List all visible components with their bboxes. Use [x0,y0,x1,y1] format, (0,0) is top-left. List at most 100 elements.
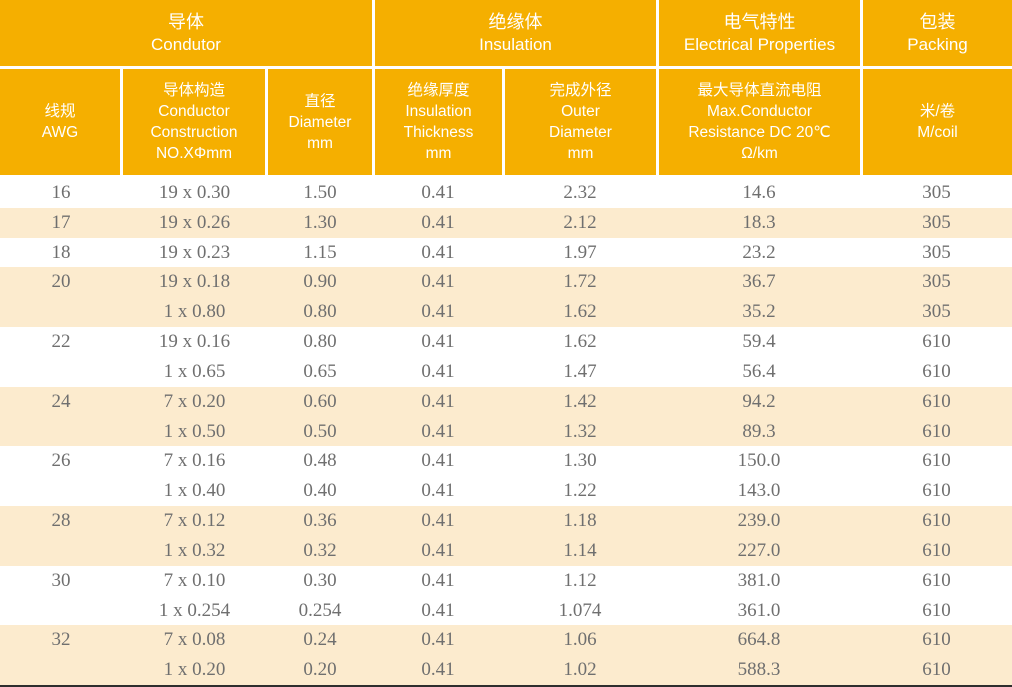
cell-construction: 1 x 0.20 [163,659,226,681]
cell-coil: 305 [922,301,951,323]
cell-thickness: 0.41 [421,241,455,263]
cell-diameter: 0.65 [303,360,337,382]
table-row: 28 7 x 0.12 0.36 0.41 1.18 239.0 610 [0,506,1012,536]
header-col-line: Thickness [403,124,474,141]
header-group-packing: 包装 Packing [863,0,1012,66]
header-group-condutor: 导体 Condutor [0,0,372,66]
cell-outer: 1.97 [563,241,597,263]
table-row: 1 x 0.50 0.50 0.41 1.32 89.3 610 [0,416,1012,447]
cell-outer: 1.14 [563,539,597,561]
cell-resistance: 361.0 [737,599,781,621]
header-col-resistance: 最大导体直流电阻 Max.Conductor Resistance DC 20℃ Ω/… [659,69,860,175]
table-row: 16 19 x 0.30 1.50 0.41 2.32 14.6 305 [0,178,1012,208]
table-row: 1 x 0.65 0.65 0.41 1.47 56.4 610 [0,357,1012,387]
bottom-border-line [0,685,1012,687]
cell-outer: 1.06 [563,629,597,651]
cell-diameter: 0.20 [303,659,337,681]
cell-resistance: 143.0 [737,480,781,502]
cell-thickness: 0.41 [421,599,455,621]
cell-construction: 19 x 0.16 [158,331,231,353]
cell-outer: 1.72 [563,271,597,293]
header-col-line: Diameter [288,113,352,131]
cell-diameter: 0.80 [303,301,337,323]
cell-coil: 610 [922,331,951,353]
header-col-line: Resistance DC 20℃ [688,124,831,141]
cell-diameter: 0.24 [303,629,337,651]
header-col-line: 最大导体直流电阻 [697,82,822,99]
cell-outer: 1.32 [563,420,597,442]
cell-outer: 1.62 [563,301,597,323]
cell-thickness: 0.41 [421,659,455,681]
cell-coil: 610 [922,629,951,651]
header-col-line: Outer [561,103,600,120]
cell-diameter: 0.80 [303,331,337,353]
table-row: 32 7 x 0.08 0.24 0.41 1.06 664.8 610 [0,625,1012,656]
table-row: 1 x 0.40 0.40 0.41 1.22 143.0 610 [0,476,1012,506]
cell-coil: 610 [922,360,951,382]
cell-resistance: 23.2 [742,241,776,263]
cell-diameter: 0.40 [303,480,337,502]
cell-thickness: 0.41 [421,539,455,561]
header-col-line: 完成外径 [549,82,612,99]
header-col-diameter: 直径 Diameter mm [268,69,372,175]
cell-construction: 1 x 0.50 [163,420,226,442]
cell-outer: 1.074 [558,599,602,621]
table-row: 17 19 x 0.26 1.30 0.41 2.12 18.3 305 [0,207,1012,238]
cell-coil: 610 [922,420,951,442]
cell-thickness: 0.41 [421,629,455,651]
table-row: 1 x 0.80 0.80 0.41 1.62 35.2 305 [0,297,1012,328]
cell-coil: 610 [922,659,951,681]
header-group-label-zh: 电气特性 [723,12,796,32]
header-group-label-zh: 包装 [919,12,956,32]
cell-diameter: 0.30 [303,569,337,591]
cell-construction: 19 x 0.23 [158,241,231,263]
cell-diameter: 0.32 [303,539,337,561]
table-row: 18 19 x 0.23 1.15 0.41 1.97 23.2 305 [0,238,1012,268]
cell-coil: 305 [922,181,951,203]
cell-thickness: 0.41 [421,271,455,293]
cell-coil: 305 [922,211,951,233]
header-group-label-zh: 导体 [168,12,204,32]
cell-construction: 7 x 0.08 [163,629,226,651]
cell-thickness: 0.41 [421,420,455,442]
cell-coil: 610 [922,569,951,591]
cell-thickness: 0.41 [421,480,455,502]
cell-diameter: 1.15 [303,241,337,263]
cell-awg: 18 [51,241,71,263]
cell-resistance: 59.4 [742,331,776,353]
cell-resistance: 14.6 [742,181,776,203]
cell-awg: 20 [51,271,71,293]
header-col-line: Ω/km [741,145,778,162]
cell-coil: 610 [922,599,951,621]
header-col-thickness: 绝缘厚度 Insulation Thickness mm [375,69,502,175]
cell-awg: 26 [51,450,71,472]
header-col-line: mm [307,134,333,152]
table-row: 1 x 0.254 0.254 0.41 1.074 361.0 610 [0,596,1012,626]
cell-resistance: 150.0 [737,450,781,472]
cell-coil: 610 [922,539,951,561]
header-col-construction: 导体构造 Conductor Construction NO.XΦmm [123,69,265,175]
header-group-label-en: Packing [907,35,968,54]
cell-thickness: 0.41 [421,360,455,382]
cell-construction: 1 x 0.32 [163,539,226,561]
header-group-label-zh: 绝缘体 [488,12,543,32]
header-col-line: 绝缘厚度 [407,82,470,99]
cell-outer: 1.42 [563,390,597,412]
cell-awg: 28 [51,510,71,532]
cell-coil: 610 [922,510,951,532]
cell-resistance: 381.0 [737,569,781,591]
cell-coil: 610 [922,480,951,502]
header-col-line: 线规 [44,103,76,120]
cell-outer: 1.62 [563,331,597,353]
table-header: 导体 Condutor 绝缘体 Insulation 电气特性 Electrical Pr… [0,0,1012,178]
cell-awg: 30 [51,569,71,591]
header-col-line: NO.XΦmm [155,145,233,162]
cell-thickness: 0.41 [421,450,455,472]
cell-coil: 610 [922,450,951,472]
cell-construction: 7 x 0.16 [163,450,226,472]
cell-thickness: 0.41 [421,181,455,203]
header-group-label-en: Insulation [479,35,552,54]
cell-construction: 7 x 0.10 [163,569,226,591]
cell-resistance: 239.0 [737,510,781,532]
table-row: 24 7 x 0.20 0.60 0.41 1.42 94.2 610 [0,386,1012,417]
